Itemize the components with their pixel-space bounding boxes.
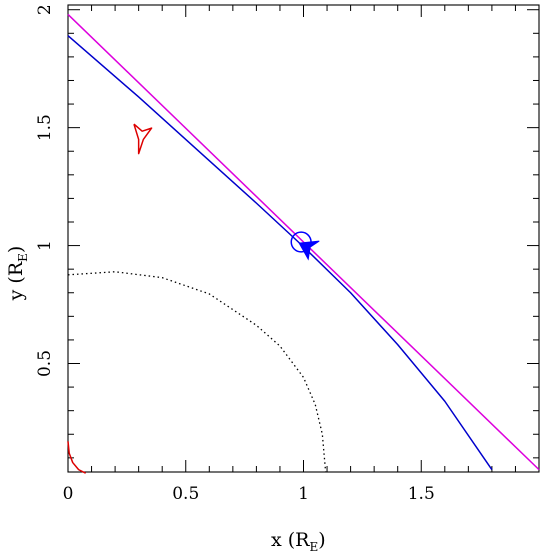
- caustic-planetary-line: [133, 123, 153, 155]
- caustic-central-line: [67, 441, 86, 474]
- x-axis-label: x (RE): [271, 529, 326, 554]
- y-tick-label: 2: [35, 4, 55, 15]
- straight-line-line: [67, 13, 540, 471]
- y-axis-label: y (RE): [5, 246, 30, 302]
- y-tick-label: 1.5: [35, 114, 55, 141]
- marker-layer: [290, 231, 320, 261]
- direction-arrow-marker: [298, 240, 320, 261]
- source-trajectory-line: [67, 35, 493, 471]
- x-axis-label-close: ): [318, 529, 325, 551]
- y-axis-label-close: ): [5, 246, 27, 253]
- tick-labels: 0 0.5 1 1.5 0.5 1 1.5 2: [35, 4, 435, 504]
- x-axis-label-sub: E: [309, 540, 318, 554]
- x-axis-label-main: x (R: [271, 529, 310, 551]
- y-tick-label: 0.5: [35, 350, 55, 377]
- x-tick-label: 0.5: [172, 484, 199, 504]
- y-axis-label-sub: E: [16, 253, 30, 262]
- plot-area: [67, 4, 540, 474]
- einstein-ring-line: [67, 271, 327, 473]
- y-tick-label: 1: [35, 240, 55, 251]
- x-tick-label: 1.5: [408, 484, 435, 504]
- y-axis-label-main: y (R: [5, 261, 27, 301]
- x-tick-label: 1: [298, 484, 309, 504]
- x-tick-label: 0: [63, 484, 74, 504]
